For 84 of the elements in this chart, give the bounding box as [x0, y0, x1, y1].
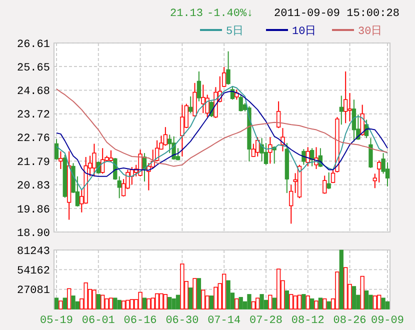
text: 2011-09-09 15:00:28 — [274, 8, 400, 20]
candlestick — [302, 148, 306, 166]
bar — [62, 298, 67, 310]
bar — [196, 278, 202, 310]
candlestick — [201, 84, 206, 114]
x-tick-label: 06-30 — [166, 315, 199, 327]
bar — [385, 301, 390, 310]
bar — [352, 286, 356, 310]
bar — [260, 294, 264, 310]
candlestick — [352, 99, 356, 142]
bar — [339, 250, 344, 310]
candlestick — [108, 150, 114, 162]
y-tick-label: 27081 — [16, 285, 50, 298]
bar — [238, 296, 243, 310]
y-tick-label: 22.76 — [16, 133, 50, 146]
candlestick — [268, 136, 272, 164]
bar — [142, 298, 147, 310]
bar — [381, 298, 386, 310]
candlestick — [163, 126, 168, 146]
candlestick — [260, 138, 264, 162]
y-tick-label: 19.86 — [16, 204, 50, 216]
y-tick-label: 21.79 — [16, 157, 50, 170]
bar — [168, 296, 172, 310]
bar — [272, 298, 276, 310]
candlestick — [280, 128, 285, 152]
bar — [209, 296, 214, 310]
candlestick — [180, 104, 184, 157]
x-tick-label: 08-26 — [333, 315, 366, 327]
legend-label: 5日 — [226, 24, 244, 38]
x-tick-label: 05-19 — [40, 315, 74, 327]
bar — [117, 300, 122, 310]
candlestick — [348, 92, 352, 122]
bar — [326, 301, 331, 310]
bar — [176, 294, 180, 310]
x-tick-label: 09-09 — [370, 315, 404, 327]
candlestick — [58, 150, 63, 170]
x-tick-label: 06-16 — [124, 315, 157, 327]
candlestick — [368, 138, 373, 169]
y-tick-label: 25.65 — [16, 62, 50, 74]
bar — [364, 290, 369, 310]
y-tick-label: 54162 — [16, 266, 50, 278]
candlestick — [256, 136, 260, 157]
bar — [188, 288, 193, 310]
candlestick — [377, 160, 382, 183]
bar — [302, 294, 306, 310]
text: -1.40%↓ — [207, 8, 254, 20]
x-tick-label: 06-01 — [82, 315, 116, 327]
candlestick — [117, 176, 122, 199]
y-tick-label: 26.61 — [16, 38, 50, 51]
candlestick — [188, 96, 193, 114]
candlestick — [326, 172, 331, 190]
bar — [284, 290, 290, 310]
bar — [310, 298, 314, 310]
y-tick-label: 20.83 — [16, 180, 50, 193]
bar — [172, 298, 176, 310]
x-tick-label: 07-14 — [208, 315, 241, 327]
bar — [247, 294, 252, 310]
candlestick — [226, 50, 230, 86]
bar — [71, 296, 76, 310]
candlestick — [238, 94, 243, 112]
bar — [96, 294, 100, 310]
legend-label: 30日 — [358, 24, 382, 38]
line-series — [56, 86, 388, 190]
candlestick — [289, 184, 294, 224]
text: 21.13 — [170, 8, 204, 20]
y-tick-label: 81243 — [16, 246, 50, 258]
bar — [318, 298, 323, 310]
candlestick — [92, 143, 96, 177]
x-tick-label: 08-12 — [291, 315, 324, 327]
y-tick-label: 24.68 — [16, 86, 50, 98]
x-tick-label: 07-28 — [249, 315, 282, 327]
bar — [113, 298, 118, 310]
candlestick — [276, 100, 281, 129]
bar — [54, 298, 59, 310]
bar — [226, 280, 230, 310]
candlestick — [196, 70, 202, 102]
legend-label: 10日 — [292, 24, 316, 38]
candlestick — [322, 175, 327, 194]
candlestick — [339, 95, 344, 126]
candlestick — [344, 70, 348, 124]
y-tick-label: 23.72 — [16, 110, 50, 122]
candlestick — [192, 82, 197, 118]
bar — [368, 294, 373, 310]
y-tick-label: 18.90 — [16, 228, 50, 240]
